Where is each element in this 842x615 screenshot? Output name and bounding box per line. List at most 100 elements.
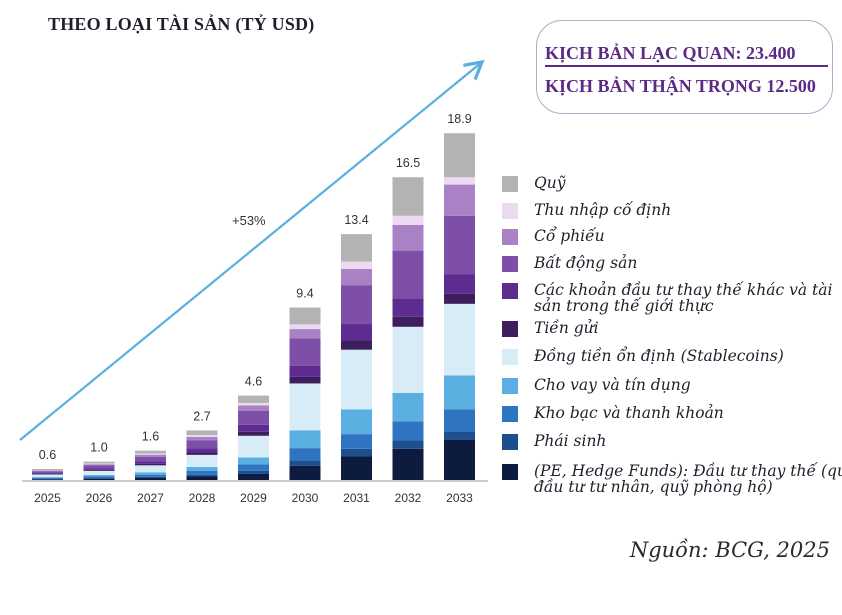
bar-segment xyxy=(289,329,321,339)
bar-segment xyxy=(392,316,424,327)
legend-item: Cổ phiếu xyxy=(502,227,842,245)
bar-segment xyxy=(83,469,115,471)
legend-swatch xyxy=(502,434,518,450)
legend-label: Cổ phiếu xyxy=(534,227,605,245)
bar-segment xyxy=(289,465,321,480)
legend-label: Tiền gửi xyxy=(534,319,599,337)
bar-segment xyxy=(444,409,475,432)
bar-segment xyxy=(392,215,424,225)
bar-segment xyxy=(289,383,321,431)
bar-segment xyxy=(135,465,166,473)
labels-layer: 0.6 2025 1.0 2026 1.6 2027 2.7 2028 4.6 2029 9.4 20… xyxy=(34,112,473,505)
bar-segment xyxy=(83,468,115,470)
x-tick-label: 2031 xyxy=(343,491,370,505)
legend-label: Phái sinh xyxy=(534,432,607,450)
bar-segment xyxy=(289,448,321,461)
bar-segment xyxy=(289,338,321,366)
legend-swatch xyxy=(502,349,518,365)
bar-segment xyxy=(289,324,321,330)
legend-item: Phái sinh xyxy=(502,432,842,450)
bar-segment xyxy=(135,476,166,478)
bar-segment xyxy=(32,479,63,480)
source-note: Nguồn: BCG, 2025 xyxy=(629,538,830,562)
bar-segment xyxy=(444,177,475,185)
bar-segment xyxy=(83,465,115,469)
bar-segment xyxy=(341,349,372,410)
legend-item: Đồng tiền ổn định (Stablecoins) xyxy=(502,347,842,365)
bars-layer xyxy=(32,133,475,481)
bar-segment xyxy=(444,215,475,275)
bar-segment xyxy=(289,365,321,377)
bar-segment xyxy=(186,466,218,472)
bar-segment xyxy=(444,439,475,480)
legend-item: Kho bạc và thanh khoản xyxy=(502,405,842,422)
total-label: 16.5 xyxy=(396,156,420,170)
bar-segment xyxy=(392,326,424,393)
bar-segment xyxy=(238,411,269,425)
total-label: 1.0 xyxy=(90,441,107,455)
total-label: 1.6 xyxy=(142,430,159,444)
bar-segment xyxy=(444,133,475,178)
legend-swatch xyxy=(502,229,518,245)
bar-segment xyxy=(341,448,372,457)
optimistic-scenario: KỊCH BẢN LẠC QUAN: 23.400 xyxy=(545,43,796,63)
bar-segment xyxy=(238,457,269,465)
bar-segment xyxy=(238,424,269,432)
bar-segment xyxy=(392,224,424,251)
bar-segment xyxy=(341,285,372,325)
bar-segment xyxy=(341,456,372,480)
bar-segment xyxy=(238,405,269,411)
bar-segment xyxy=(238,431,269,436)
bar-segment xyxy=(392,177,424,216)
growth-arrow xyxy=(19,59,485,441)
bar-segment xyxy=(341,324,372,341)
bar-segment xyxy=(83,475,115,477)
x-tick-label: 2030 xyxy=(292,491,319,505)
total-label: 18.9 xyxy=(447,112,471,126)
bar-segment xyxy=(289,460,321,466)
bar-segment xyxy=(238,470,269,474)
bar-segment xyxy=(341,268,372,286)
bar-segment xyxy=(186,430,218,436)
legend-item: Các khoản đầu tư thay thế khác và tài sả… xyxy=(502,282,842,314)
bar-segment xyxy=(392,440,424,449)
legend-label: Quỹ xyxy=(534,174,566,192)
bar-segment xyxy=(186,471,218,475)
bar-segment xyxy=(135,474,166,477)
bar-segment xyxy=(83,461,115,464)
bar-segment xyxy=(32,477,63,478)
total-label: 4.6 xyxy=(245,375,262,389)
legend-item: Tiền gửi xyxy=(502,319,842,337)
bar-segment xyxy=(135,454,166,457)
bar-segment xyxy=(135,472,166,475)
bar-segment xyxy=(238,464,269,471)
legend-swatch xyxy=(502,256,518,272)
bar-segment xyxy=(186,440,218,449)
total-label: 0.6 xyxy=(39,448,56,462)
legend-swatch xyxy=(502,176,518,192)
bar-segment xyxy=(135,463,166,466)
x-tick-label: 2029 xyxy=(240,491,267,505)
bar-segment xyxy=(32,477,63,479)
legend-item: Cho vay và tín dụng xyxy=(502,377,842,394)
chart-title: THEO LOẠI TÀI SẢN (TỶ USD) xyxy=(48,14,315,34)
bar-segment xyxy=(392,392,424,422)
legend-label: Đồng tiền ổn định (Stablecoins) xyxy=(534,347,784,365)
bar-segment xyxy=(238,473,269,480)
growth-label: +53% xyxy=(232,213,266,228)
x-tick-label: 2027 xyxy=(137,491,164,505)
bar-segment xyxy=(444,274,475,294)
bar-segment xyxy=(186,436,218,441)
bar-segment xyxy=(32,473,63,475)
bar-segment xyxy=(32,471,63,474)
legend-item: Thu nhập cố định xyxy=(502,202,842,219)
bar-segment xyxy=(392,298,424,317)
legend-label: (PE, Hedge Funds): Đầu tư thay thế (quỹ … xyxy=(534,462,842,496)
scenario-box: KỊCH BẢN LẠC QUAN: 23.400 KỊCH BẢN THẬN … xyxy=(536,20,833,114)
bar-segment xyxy=(341,409,372,435)
bar-segment xyxy=(135,453,166,455)
bar-segment xyxy=(238,402,269,406)
bar-segment xyxy=(32,473,63,474)
total-label: 2.7 xyxy=(193,409,210,423)
